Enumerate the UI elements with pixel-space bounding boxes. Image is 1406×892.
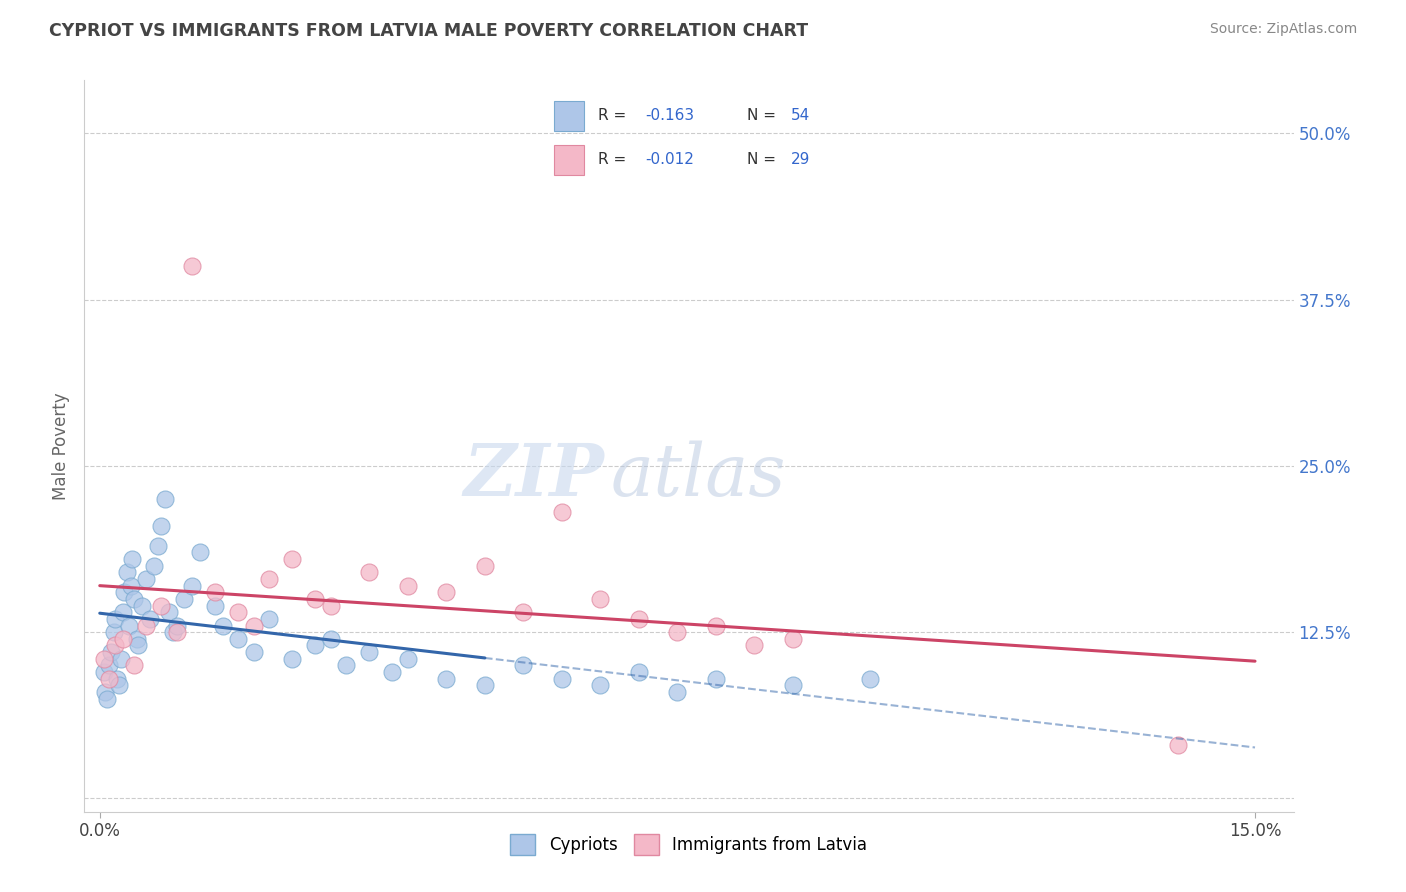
Point	[135, 572, 157, 586]
Point	[150, 599, 173, 613]
Point	[474, 678, 496, 692]
Point	[93, 665, 115, 679]
Point	[512, 658, 534, 673]
Point	[150, 518, 173, 533]
Point	[381, 665, 404, 679]
Point	[396, 652, 419, 666]
Point	[108, 678, 131, 692]
Point	[103, 625, 125, 640]
Point	[704, 618, 727, 632]
Point	[93, 652, 115, 666]
Point	[166, 625, 188, 640]
Point	[110, 652, 132, 666]
Point	[434, 672, 457, 686]
Point	[281, 652, 304, 666]
Point	[181, 579, 204, 593]
Point	[173, 591, 195, 606]
Point	[204, 585, 226, 599]
Point	[120, 579, 142, 593]
Point	[782, 678, 804, 692]
Point	[98, 672, 121, 686]
Point	[859, 672, 882, 686]
Point	[212, 618, 235, 632]
Point	[666, 685, 689, 699]
Point	[512, 605, 534, 619]
Point	[118, 618, 141, 632]
Point	[181, 260, 204, 274]
Point	[243, 645, 266, 659]
Point	[111, 605, 134, 619]
Point	[257, 572, 280, 586]
Point	[1167, 738, 1189, 752]
Point	[359, 645, 381, 659]
Point	[551, 506, 574, 520]
Point	[112, 585, 135, 599]
Point	[188, 545, 211, 559]
Point	[94, 685, 117, 699]
Point	[704, 672, 727, 686]
Point	[98, 658, 121, 673]
Point	[166, 618, 188, 632]
Point	[304, 591, 326, 606]
Text: Source: ZipAtlas.com: Source: ZipAtlas.com	[1209, 22, 1357, 37]
Point	[115, 566, 138, 580]
Point	[744, 639, 766, 653]
Point	[243, 618, 266, 632]
Point	[139, 612, 162, 626]
Point	[627, 665, 650, 679]
Point	[319, 599, 342, 613]
Point	[124, 591, 146, 606]
Point	[666, 625, 689, 640]
Point	[142, 558, 165, 573]
Point	[127, 639, 149, 653]
Point	[155, 492, 177, 507]
Point	[228, 605, 250, 619]
Point	[124, 658, 146, 673]
Point	[146, 539, 169, 553]
Point	[104, 639, 127, 653]
Point	[474, 558, 496, 573]
Point	[121, 552, 143, 566]
Point	[111, 632, 134, 646]
Point	[96, 691, 118, 706]
Point	[228, 632, 250, 646]
Point	[281, 552, 304, 566]
Point	[125, 632, 148, 646]
Point	[589, 591, 612, 606]
Point	[100, 645, 122, 659]
Point	[627, 612, 650, 626]
Point	[335, 658, 357, 673]
Point	[434, 585, 457, 599]
Point	[782, 632, 804, 646]
Point	[162, 625, 184, 640]
Point	[551, 672, 574, 686]
Point	[104, 612, 127, 626]
Legend: Cypriots, Immigrants from Latvia: Cypriots, Immigrants from Latvia	[510, 834, 868, 855]
Point	[589, 678, 612, 692]
Text: CYPRIOT VS IMMIGRANTS FROM LATVIA MALE POVERTY CORRELATION CHART: CYPRIOT VS IMMIGRANTS FROM LATVIA MALE P…	[49, 22, 808, 40]
Point	[204, 599, 226, 613]
Point	[359, 566, 381, 580]
Point	[135, 618, 157, 632]
Text: ZIP: ZIP	[464, 440, 605, 511]
Text: atlas: atlas	[610, 440, 786, 510]
Point	[131, 599, 153, 613]
Point	[396, 579, 419, 593]
Point	[157, 605, 180, 619]
Point	[304, 639, 326, 653]
Y-axis label: Male Poverty: Male Poverty	[52, 392, 70, 500]
Point	[319, 632, 342, 646]
Point	[105, 672, 128, 686]
Point	[257, 612, 280, 626]
